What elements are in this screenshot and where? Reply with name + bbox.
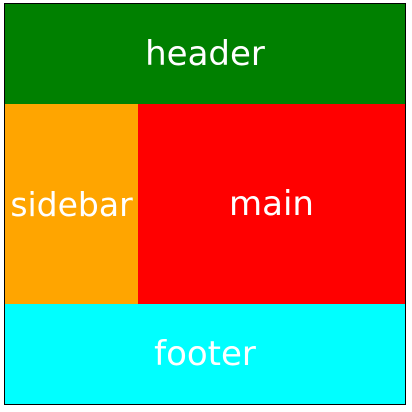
- header-region: header: [5, 4, 405, 104]
- sidebar-region: sidebar: [5, 104, 138, 304]
- grid-layout: header sidebar main footer: [4, 3, 406, 405]
- sidebar-label: sidebar: [10, 184, 133, 224]
- main-label: main: [229, 184, 314, 224]
- main-region: main: [138, 104, 405, 304]
- footer-region: footer: [5, 304, 405, 404]
- footer-label: footer: [154, 334, 256, 374]
- header-label: header: [145, 34, 265, 74]
